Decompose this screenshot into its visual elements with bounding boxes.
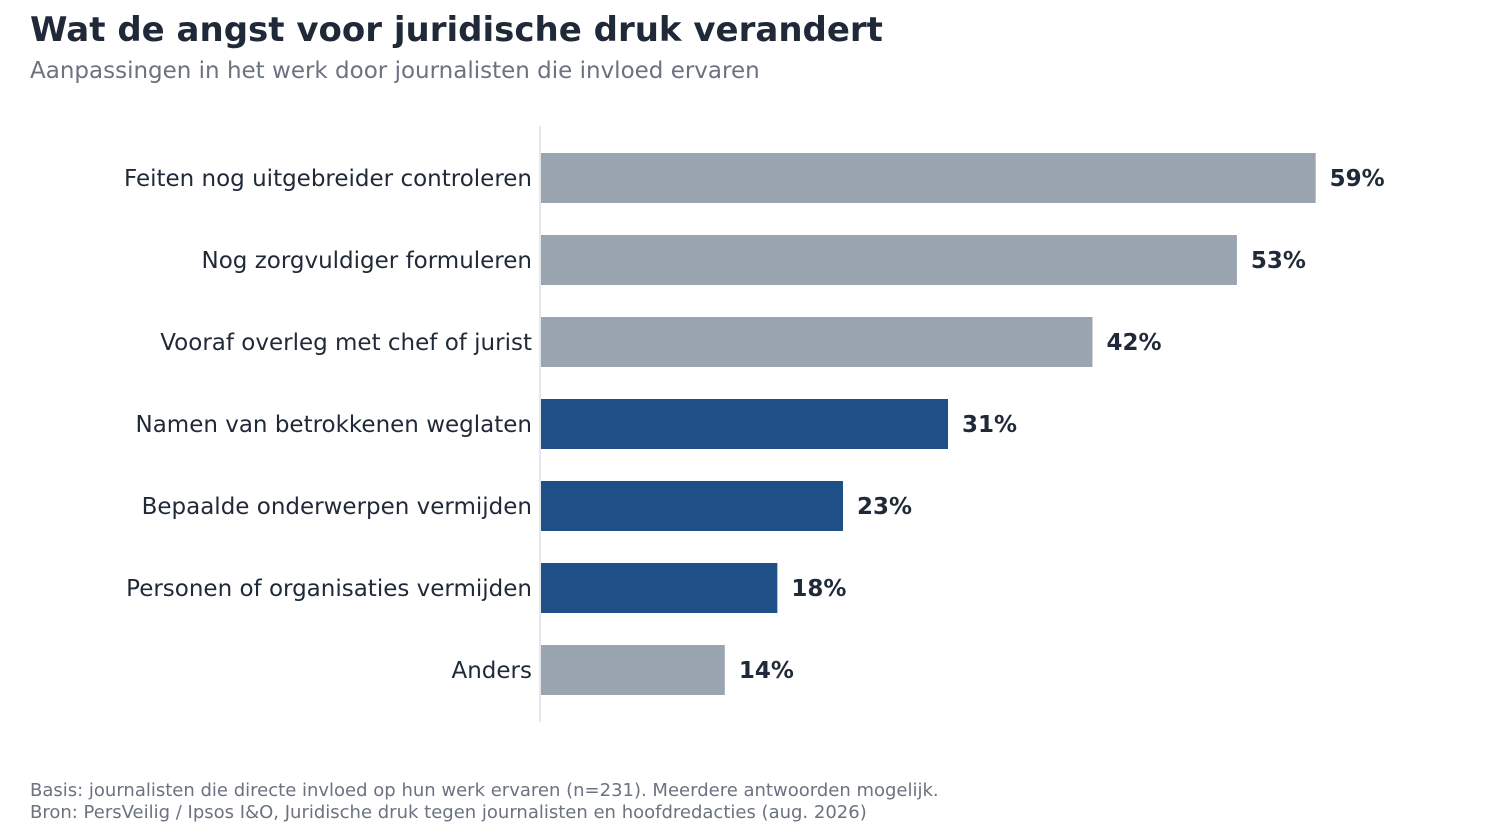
bar xyxy=(541,481,843,531)
category-label: Bepaalde onderwerpen vermijden xyxy=(142,494,532,520)
chart-subtitle: Aanpassingen in het werk door journalist… xyxy=(30,58,760,84)
footer-source: Bron: PersVeilig / Ipsos I&O, Juridische… xyxy=(30,802,867,823)
bar xyxy=(541,563,778,613)
bar xyxy=(541,399,949,449)
bar xyxy=(541,645,725,695)
category-label: Vooraf overleg met chef of jurist xyxy=(160,330,532,356)
value-label: 23% xyxy=(857,494,912,520)
value-label: 53% xyxy=(1251,248,1306,274)
bar xyxy=(541,317,1093,367)
bar xyxy=(541,235,1237,285)
category-label: Anders xyxy=(452,658,533,684)
value-label: 31% xyxy=(962,412,1017,438)
bar xyxy=(541,153,1316,203)
value-label: 14% xyxy=(739,658,794,684)
category-label: Feiten nog uitgebreider controleren xyxy=(124,166,532,192)
value-label: 18% xyxy=(791,576,846,602)
chart-footer: Basis: journalisten die directe invloed … xyxy=(30,780,939,824)
category-label: Namen van betrokkenen weglaten xyxy=(135,412,532,438)
footer-basis: Basis: journalisten die directe invloed … xyxy=(30,780,939,801)
value-label: 59% xyxy=(1330,166,1385,192)
category-label: Personen of organisaties vermijden xyxy=(126,576,532,602)
chart-title: Wat de angst voor juridische druk verand… xyxy=(30,10,883,50)
category-label: Nog zorgvuldiger formuleren xyxy=(202,248,533,274)
value-label: 42% xyxy=(1106,330,1161,356)
